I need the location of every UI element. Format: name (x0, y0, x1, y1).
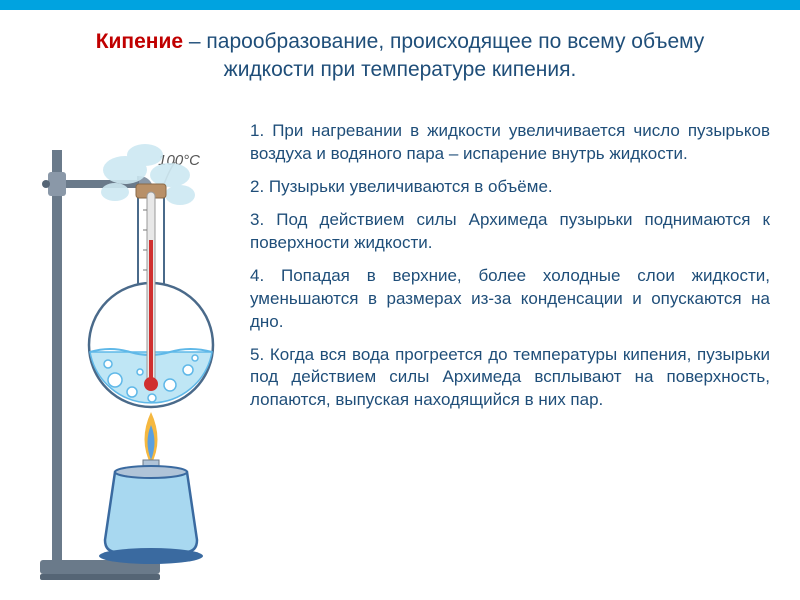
apparatus-diagram: 100°C (20, 120, 240, 590)
apparatus-svg: 100°C (20, 120, 240, 590)
header: Кипение – парообразование, происходящее … (60, 28, 740, 85)
list-item: 3. Под действием силы Архимеда пузырьки … (250, 209, 770, 255)
stand-base-shadow-icon (40, 574, 160, 580)
thermometer-fluid-icon (149, 240, 153, 382)
stand-rod-icon (52, 150, 62, 564)
burner-top-icon (115, 466, 187, 478)
list-item: 1. При нагревании в жидкости увеличивает… (250, 120, 770, 166)
clamp-block-icon (48, 172, 66, 196)
list-item: 5. Когда вся вода прогреется до температ… (250, 344, 770, 413)
burner-base-icon (99, 548, 203, 564)
burner-reservoir-icon (105, 472, 197, 552)
title-line: Кипение – парообразование, происходящее … (60, 28, 740, 85)
list-item: 2. Пузырьки увеличиваются в объёме. (250, 176, 770, 199)
dash: – (183, 30, 206, 53)
term: Кипение (96, 30, 183, 53)
clamp-screw-icon (42, 180, 50, 188)
definition: парообразование, происходящее по всему о… (206, 30, 704, 81)
burner-icon (99, 412, 203, 564)
content-list: 1. При нагревании в жидкости увеличивает… (250, 120, 770, 422)
thermometer-bulb-icon (144, 377, 158, 391)
accent-bar (0, 0, 800, 10)
list-item: 4. Попадая в верхние, более холодные сло… (250, 265, 770, 334)
